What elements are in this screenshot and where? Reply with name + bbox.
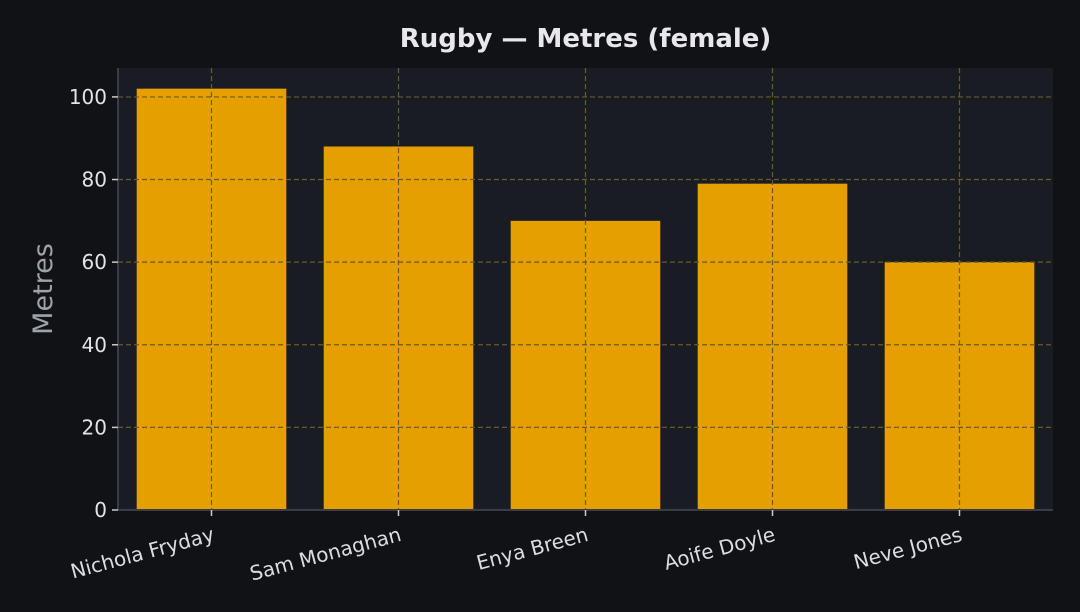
y-tick-label: 40	[82, 333, 107, 357]
y-ticks-group: 0 20 40 60 80 100	[69, 85, 118, 522]
y-tick-label: 0	[94, 498, 107, 522]
chart-title: Rugby — Metres (female)	[400, 24, 772, 54]
gridlines-group	[118, 68, 1053, 510]
x-tick-label: Enya Breen	[474, 522, 591, 575]
y-tick-label: 20	[82, 415, 107, 439]
x-tick-label: Aoife Doyle	[661, 522, 777, 575]
x-tick-label: Sam Monaghan	[247, 522, 403, 585]
x-ticks-group: Nichola Fryday Sam Monaghan Enya Breen Aoif…	[68, 510, 965, 586]
y-tick-label: 80	[82, 168, 107, 192]
y-tick-label: 100	[69, 85, 107, 109]
y-tick-label: 60	[82, 250, 107, 274]
x-tick-label: Neve Jones	[851, 522, 965, 574]
y-axis-label: Metres	[28, 243, 59, 335]
x-tick-label: Nichola Fryday	[68, 522, 217, 583]
